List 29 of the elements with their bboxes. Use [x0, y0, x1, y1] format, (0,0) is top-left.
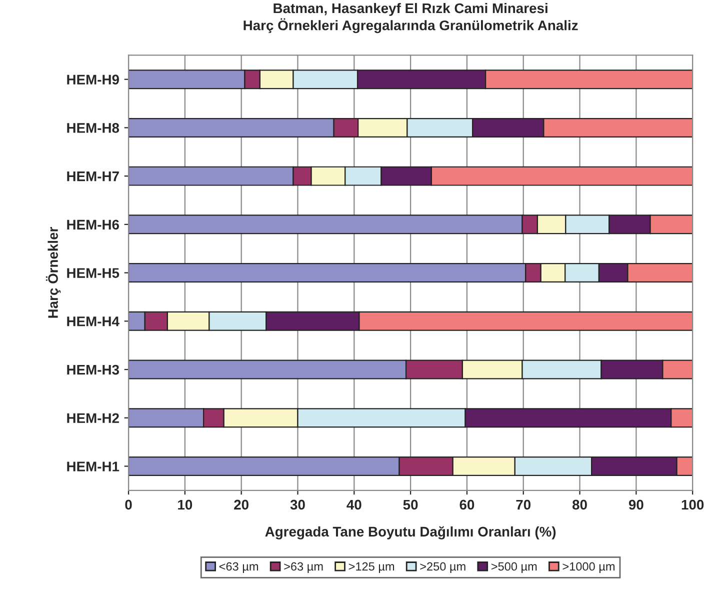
x-tick-label: 60 — [460, 500, 474, 510]
x-tick-label: 20 — [234, 500, 248, 510]
x-tick-label: 90 — [628, 500, 644, 510]
x-axis-title: Agregada Tane Boyutu Dağılımı Oranları (%) — [265, 526, 556, 540]
y-axis-title: Harç Örnekler — [46, 227, 61, 318]
y-tick-label: HEM-H2 — [67, 413, 119, 423]
x-tick-label: 10 — [178, 500, 192, 510]
x-tick-label: 50 — [403, 500, 418, 510]
x-tick-label: 40 — [346, 500, 362, 510]
legend-label: >500 µm — [491, 562, 537, 573]
legend-label: >1000 µm — [562, 562, 614, 573]
y-tick-label: HEM-H3 — [67, 364, 119, 375]
chart-title: Batman, Hasankeyf El Rızk Cami Minaresi Harç Örnekleri Agregalarında Granülometrik Analiz — [244, 2, 578, 34]
x-tick-label: 80 — [572, 500, 587, 510]
y-tick-label: HEM-H7 — [67, 172, 119, 182]
x-tick-label: 0 — [125, 500, 132, 510]
y-tick-label: HEM-H1 — [67, 462, 120, 472]
y-tick-label: HEM-H6 — [67, 220, 119, 230]
legend-label: >63 µm — [284, 562, 323, 573]
y-tick-label: HEM-H4 — [67, 316, 120, 326]
x-tick-label: 30 — [290, 500, 305, 510]
legend-label: >125 µm — [348, 562, 394, 573]
x-tick-label: 70 — [516, 500, 531, 510]
y-tick-label: HEM-H5 — [67, 268, 120, 278]
legend-label: >250 µm — [420, 562, 466, 573]
y-tick-label: HEM-H9 — [67, 74, 119, 85]
y-tick-label: HEM-H8 — [67, 123, 120, 133]
legend-label: <63 µm — [219, 562, 258, 573]
x-tick-label: 100 — [682, 500, 704, 510]
